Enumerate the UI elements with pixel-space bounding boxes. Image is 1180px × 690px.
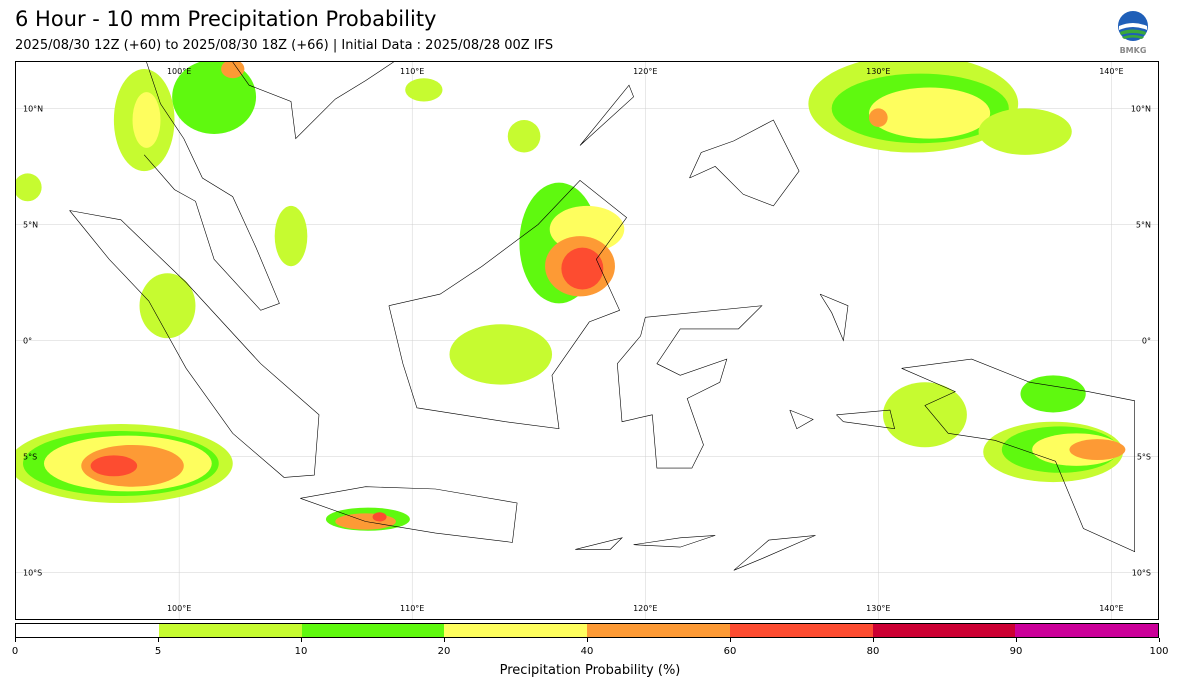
precip-region: [274, 205, 308, 267]
coastline: [69, 210, 320, 478]
precip-region: [90, 455, 138, 477]
lon-label: 110°E: [400, 67, 424, 76]
colorbar-segment: [158, 624, 302, 637]
precip-region: [221, 62, 245, 79]
precip-region: [405, 78, 443, 102]
lat-label: 10°S: [1132, 569, 1151, 578]
colorbar-ticks: 0 5 10 20 40 60 80 90 100: [11, 638, 1169, 658]
coastline: [575, 537, 623, 550]
lat-label: 5°S: [23, 453, 37, 462]
coastline: [143, 62, 280, 311]
colorbar-tick: [157, 638, 159, 642]
colorbar-tick: [300, 638, 302, 642]
precip-region: [1020, 375, 1086, 413]
precip-region: [507, 120, 541, 153]
coastline: [836, 409, 895, 430]
coastline: [579, 84, 634, 146]
colorbar-tick: [14, 638, 16, 642]
lon-label: 140°E: [1099, 67, 1123, 76]
lat-label: 10°S: [23, 569, 42, 578]
lat-label: 5°N: [1136, 220, 1151, 229]
lon-label: 100°E: [167, 604, 191, 613]
precip-region: [869, 87, 991, 139]
coastline: [789, 409, 814, 430]
precip-region: [1069, 439, 1126, 461]
colorbar-tick: [1015, 638, 1017, 642]
lat-label: 5°S: [1137, 453, 1151, 462]
coastline: [633, 535, 716, 548]
colorbar-tick-label: 20: [437, 646, 451, 657]
colorbar-tick-label: 100: [1149, 646, 1169, 657]
chart-title: 6 Hour - 10 mm Precipitation Probability: [15, 7, 437, 31]
colorbar-tick: [872, 638, 874, 642]
coastline: [388, 179, 628, 430]
lon-label: 130°E: [866, 604, 890, 613]
colorbar-tick-label: 10: [294, 646, 308, 657]
precip-region: [16, 173, 42, 202]
lat-label: 5°N: [23, 220, 38, 229]
precip-region: [978, 108, 1072, 155]
colorbar-segment: [301, 624, 445, 637]
lon-label: 140°E: [1099, 604, 1123, 613]
colorbar-segment: [16, 624, 159, 637]
precip-region: [372, 512, 387, 522]
colorbar-segment: [1015, 624, 1158, 637]
lon-label: 110°E: [400, 604, 424, 613]
coastline: [689, 119, 800, 207]
colorbar-segment: [729, 624, 873, 637]
precip-region: [869, 108, 888, 127]
precip-region: [139, 273, 196, 339]
coastline: [616, 305, 763, 469]
lon-label: 130°E: [866, 67, 890, 76]
colorbar: [15, 623, 1159, 638]
colorbar-tick-label: 5: [154, 646, 162, 657]
colorbar-tick-label: 0: [11, 646, 19, 657]
colorbar-label: Precipitation Probability (%): [499, 663, 681, 678]
colorbar-tick-label: 90: [1009, 646, 1023, 657]
colorbar-segment: [444, 624, 587, 637]
map-labels: 100°E 100°E 110°E 110°E 120°E 120°E 130°E 130°E…: [23, 67, 1151, 613]
colorbar-tick: [1158, 638, 1160, 642]
lat-label: 0°: [1142, 337, 1151, 346]
lon-label: 120°E: [633, 67, 657, 76]
lat-label: 0°: [23, 337, 32, 346]
precip-region: [449, 324, 553, 385]
precip-region: [132, 92, 161, 148]
coastline: [300, 486, 518, 543]
colorbar-segment: [872, 624, 1016, 637]
lat-label: 10°N: [23, 104, 43, 113]
coastline: [733, 535, 816, 571]
lat-label: 10°N: [1131, 104, 1151, 113]
precipitation-map: 100°E 100°E 110°E 110°E 120°E 120°E 130°E 130°E…: [15, 61, 1159, 620]
coastline: [232, 62, 394, 140]
logo-text: BMKG: [1120, 46, 1147, 55]
colorbar-tick: [443, 638, 445, 642]
lon-label: 100°E: [167, 67, 191, 76]
colorbar-tick: [586, 638, 588, 642]
coastline: [901, 358, 1135, 553]
colorbar-tick-label: 60: [723, 646, 737, 657]
bmkg-logo: BMKG: [1114, 10, 1152, 56]
map-canvas: 100°E 100°E 110°E 110°E 120°E 120°E 130°E 130°E…: [16, 62, 1158, 619]
colorbar-tick-label: 80: [866, 646, 880, 657]
precip-region: [561, 247, 604, 290]
coastline: [819, 293, 849, 342]
lon-label: 120°E: [633, 604, 657, 613]
colorbar-segment: [587, 624, 730, 637]
precip-region: [172, 62, 257, 134]
coastlines: [69, 62, 1135, 571]
chart-subtitle: 2025/08/30 12Z (+60) to 2025/08/30 18Z (…: [15, 38, 554, 53]
precipitation-field: [16, 62, 1126, 531]
colorbar-tick: [729, 638, 731, 642]
colorbar-tick-label: 40: [580, 646, 594, 657]
